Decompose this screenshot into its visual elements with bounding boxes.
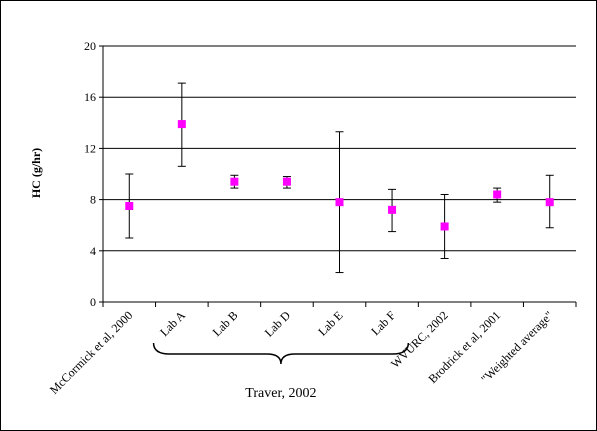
data-point	[493, 190, 502, 199]
y-tick-label: 16	[84, 90, 96, 104]
x-category-label: Lab B	[210, 308, 241, 339]
error-bars	[125, 82, 554, 274]
x-tick-labels: McCormick et al, 2000 Lab A Lab B Lab D Lab …	[47, 308, 556, 397]
x-category-label: McCormick et al, 2000	[47, 308, 136, 397]
data-points	[125, 120, 554, 231]
group-brace	[152, 342, 410, 365]
y-tick-label: 8	[90, 193, 96, 207]
group-label: Traver, 2002	[245, 386, 316, 401]
y-axis-label: HC (g/hr)	[29, 148, 43, 198]
data-point	[545, 198, 554, 207]
x-category-label: Lab F	[368, 308, 398, 338]
data-point	[282, 177, 291, 186]
x-category-label: Lab A	[157, 308, 188, 339]
axes	[99, 45, 577, 307]
y-tick-label: 20	[84, 39, 96, 53]
data-point	[388, 205, 397, 214]
data-point	[177, 120, 186, 129]
data-point	[440, 222, 449, 231]
x-category-label: Lab E	[315, 308, 345, 338]
data-point	[125, 202, 134, 210]
data-point	[230, 177, 239, 186]
y-tick-label: 0	[90, 295, 96, 309]
y-tick-labels: 0 4 8 12 16 20	[84, 39, 96, 309]
y-tick-label: 4	[90, 244, 96, 258]
data-point	[335, 198, 344, 207]
y-tick-label: 12	[84, 141, 96, 155]
x-category-label: Lab D	[262, 308, 294, 340]
